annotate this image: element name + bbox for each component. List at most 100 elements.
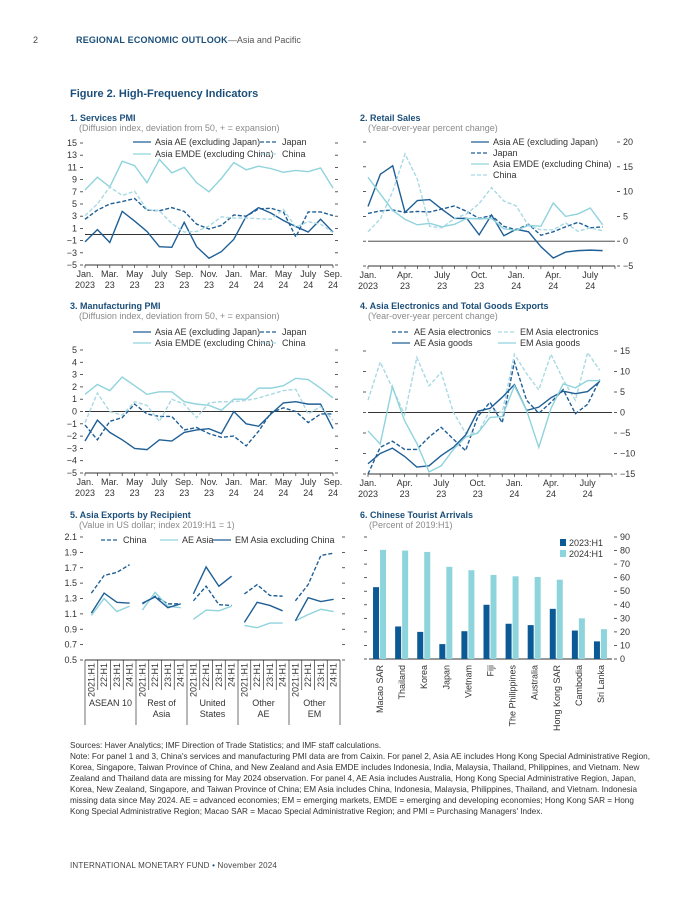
- panel-2-ytick-label: 10: [623, 187, 633, 197]
- panel-3-ytick-label: −2: [67, 431, 77, 441]
- panel-6-ytick-label: 90: [620, 532, 630, 542]
- panel-6-category-label: Vietnam: [463, 665, 473, 698]
- panel-2-series-line: [367, 205, 603, 237]
- panel-3-xtick-label: 23: [179, 488, 189, 498]
- panel-4-xtick-label: 23: [473, 489, 483, 499]
- panel-3-series-line: [84, 400, 334, 451]
- panel-3-legend-label: Asia AE (excluding Japan): [155, 327, 260, 337]
- panel-4-xtick-label: Apr.: [397, 478, 413, 488]
- panel-2-subtitle: (Year-over-year percent change): [368, 123, 498, 133]
- panel-3-ytick-label: −3: [67, 443, 77, 453]
- panel-3-xtick-label: 24: [229, 488, 239, 498]
- panel-3-ytick-label: 4: [72, 357, 77, 367]
- panel-4-legend-label: EM Asia goods: [520, 338, 581, 348]
- panel-2-xtick-label: 2023: [358, 281, 378, 291]
- panel-1-xtick-label: 23: [105, 280, 115, 290]
- panel-6-bar: [534, 576, 541, 659]
- panel-1-xtick-label: Sep.: [324, 269, 343, 279]
- panel-4-xtick-label: 24: [546, 489, 556, 499]
- panel-6-category-label: Sri Lanka: [596, 665, 606, 703]
- panel-6-bar: [424, 551, 431, 659]
- panel-2-xtick-label: Oct.: [471, 270, 488, 280]
- panel-3-xtick-label: Sep.: [175, 477, 194, 487]
- panel-5-period-label: 24:H1: [329, 663, 339, 687]
- running-header: REGIONAL ECONOMIC OUTLOOK—Asia and Pacif…: [76, 35, 301, 45]
- panel-6-legend-swatch: [560, 550, 566, 557]
- panel-5-period-label: 23:H1: [163, 663, 173, 687]
- panel-2-xtick-label: 24: [585, 281, 595, 291]
- panel-1-xtick-label: Jan.: [225, 269, 242, 279]
- panel-6-bar: [527, 625, 534, 659]
- panel-4-ytick-label: 15: [620, 346, 630, 356]
- panel-5-period-label: 23:H1: [265, 663, 275, 687]
- panel-6-ytick-label: 70: [620, 559, 630, 569]
- panel-6-bar: [556, 579, 563, 659]
- page-footer: INTERNATIONAL MONETARY FUND • November 2…: [70, 861, 277, 870]
- panel-2-xtick-label: July: [434, 270, 451, 280]
- panel-4-ytick-label: 5: [620, 387, 625, 397]
- panel-2-ytick-label: 5: [623, 211, 628, 221]
- panel-1-xtick-label: 24: [328, 280, 338, 290]
- panel-1-ytick-label: 1: [72, 223, 77, 233]
- panel-5-period-label: 23:H1: [316, 663, 326, 687]
- panel-1-xtick-label: Nov.: [200, 269, 218, 279]
- panel-4-xtick-label: Jan.: [506, 478, 523, 488]
- panel-5-period-label: 2021:H1: [290, 663, 300, 697]
- page-number: 2: [33, 35, 39, 45]
- panel-1-xtick-label: May: [275, 269, 293, 279]
- panel-5-series-line: [243, 601, 283, 623]
- panel-4-ytick-label: 0: [620, 408, 625, 418]
- panel-5-series-line: [192, 605, 232, 620]
- panel-3-xtick-label: 24: [278, 488, 288, 498]
- figure-title: Figure 2. High-Frequency Indicators: [70, 88, 259, 100]
- panel-1-ytick-label: −1: [67, 236, 77, 246]
- panel-5-period-label: 2021:H1: [188, 663, 198, 697]
- panel-5-legend-label: EM Asia excluding China: [235, 535, 335, 545]
- panel-3-series-line: [84, 376, 334, 412]
- footer-org: INTERNATIONAL MONETARY FUND: [70, 861, 210, 870]
- panel-2-xtick-label: Jan.: [359, 270, 376, 280]
- panel-5-series-line: [90, 564, 130, 594]
- panel-1-ytick-label: 11: [68, 162, 77, 172]
- panel-3-xtick-label: Nov.: [200, 477, 218, 487]
- panel-4-legend-label: EM Asia electronics: [520, 327, 599, 337]
- panel-4-title: 4. Asia Electronics and Total Goods Expo…: [360, 301, 549, 311]
- panel-4-legend-label: AE Asia electronics: [414, 327, 492, 337]
- panel-5-series-line: [142, 596, 181, 609]
- panel-5-period-label: 24:H1: [125, 663, 135, 687]
- panel-3-xtick-label: Mar.: [250, 477, 268, 487]
- panel-6-ytick-label: 20: [620, 627, 630, 637]
- panel-5-period-label: 24:H1: [227, 663, 237, 687]
- panel-3-series-line: [84, 403, 333, 447]
- panel-4-ytick-label: −10: [620, 449, 635, 459]
- panel-5-series-line: [244, 622, 283, 629]
- panel-3-xtick-label: Jan.: [225, 477, 242, 487]
- panel-4-xtick-label: July: [580, 478, 597, 488]
- panel-6-bar: [505, 623, 512, 659]
- panel-6-ytick-label: 30: [620, 613, 630, 623]
- panel-4-ytick-label: −15: [620, 469, 635, 479]
- panel-3-subtitle: (Diffusion index, deviation from 50, + =…: [79, 311, 280, 321]
- panel-6-ytick-label: 50: [620, 586, 630, 596]
- panel-5-period-label: 2021:H1: [137, 663, 147, 697]
- panel-5-period-label: 22:H1: [303, 663, 313, 687]
- panel-5-group-label: States: [200, 709, 226, 719]
- panel-5-series-line: [90, 592, 130, 614]
- panel-3-ytick-label: 1: [72, 394, 77, 404]
- panel-5-period-label: 23:H1: [214, 663, 224, 687]
- panel-5-group-label: Asia: [153, 709, 171, 719]
- panel-5-group-label: AE: [257, 709, 269, 719]
- panel-5-ytick-label: 0.9: [64, 624, 77, 634]
- panel-3-xtick-label: 2023: [75, 488, 95, 498]
- panel-1-ytick-label: 9: [72, 175, 77, 185]
- panel-3-xtick-label: May: [126, 477, 144, 487]
- panel-2-ytick-label: −5: [623, 261, 633, 271]
- panel-4-series-line: [367, 379, 600, 473]
- panel-1-xtick-label: 23: [154, 280, 164, 290]
- note-text: Note: For panel 1 and 3, China's service…: [70, 752, 650, 816]
- panel-3-legend-label: China: [282, 338, 306, 348]
- panel-1-legend-label: China: [282, 149, 306, 159]
- panel-2-xtick-label: Jan.: [508, 270, 525, 280]
- panel-5-series-line: [243, 583, 283, 597]
- panel-2-xtick-label: July: [582, 270, 599, 280]
